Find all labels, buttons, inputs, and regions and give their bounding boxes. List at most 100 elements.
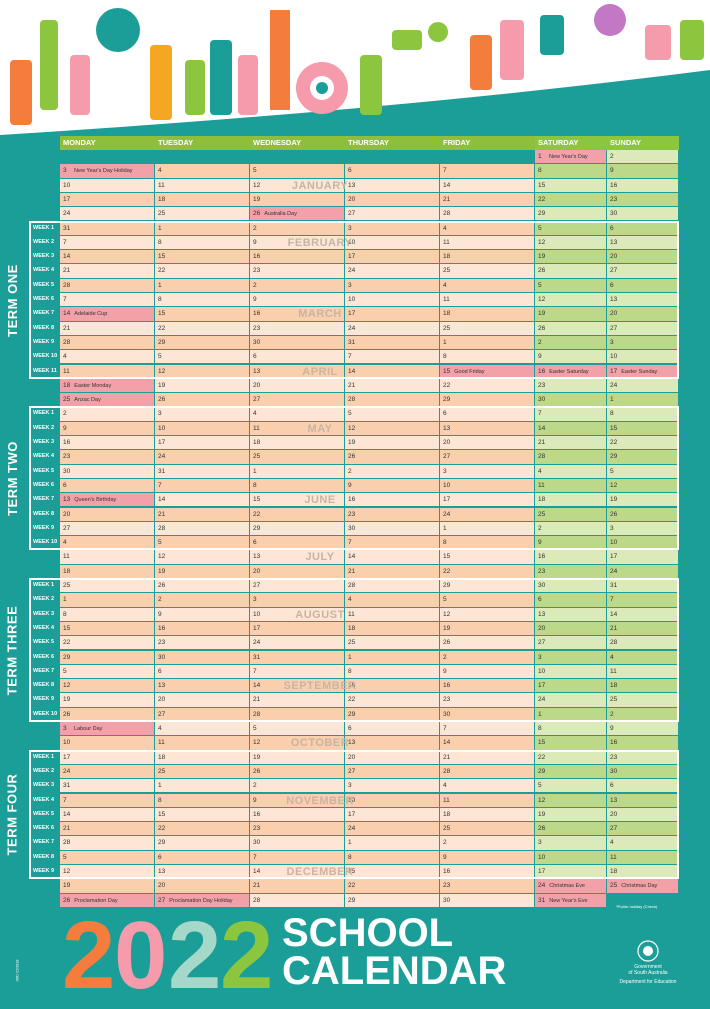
day-cell: 13 <box>607 793 678 807</box>
week-label: WEEK 11 <box>31 364 59 378</box>
week-label: WEEK 7 <box>31 307 59 321</box>
day-number: 6 <box>63 481 67 489</box>
holiday-label: Labour Day <box>74 726 103 732</box>
day-number: 23 <box>253 267 261 275</box>
year-digit-1: 2 <box>62 902 115 1009</box>
day-cell: 25 <box>60 579 154 593</box>
day-number: 22 <box>158 825 166 833</box>
day-cell: 24 <box>345 822 439 836</box>
day-number: 30 <box>443 710 451 718</box>
day-number: 17 <box>348 310 356 318</box>
day-number: 25 <box>610 696 618 704</box>
day-number: 1 <box>348 653 352 661</box>
day-number: 24 <box>253 639 261 647</box>
day-number: 12 <box>63 868 71 875</box>
day-number: 27 <box>253 396 261 404</box>
day-cell: 25 <box>345 636 439 650</box>
calendar-row: 5 6 7 8 9 10 11 <box>60 664 679 679</box>
day-cell: 15 <box>345 679 439 693</box>
day-number: 20 <box>610 810 618 818</box>
day-cell: 22 <box>535 192 606 207</box>
day-cell: 26 <box>345 450 439 464</box>
print-code: IMC-220018 <box>14 959 20 982</box>
day-number: 9 <box>610 167 614 175</box>
day-number: 11 <box>443 296 450 303</box>
day-number: 24 <box>348 267 356 275</box>
day-number: 12 <box>443 610 451 618</box>
day-number: 24 <box>610 567 618 575</box>
calendar-row: 4 5 6 7 8 9 10 <box>60 536 679 550</box>
day-cell: 7 <box>345 536 439 550</box>
day-number: 8 <box>158 296 162 303</box>
day-cell: 23 <box>607 750 678 764</box>
day-number: 21 <box>253 696 261 704</box>
day-number: 25 <box>253 453 261 461</box>
day-cell: 3 <box>155 407 249 421</box>
day-number: 2 <box>253 782 257 790</box>
day-cell: 30 <box>440 893 534 907</box>
calendar-row: 7 8 9 10 11 12 13 <box>60 293 679 307</box>
day-number: 15 <box>158 310 166 318</box>
day-number: 14 <box>348 367 356 375</box>
day-cell: 30 <box>250 836 344 850</box>
day-number: 19 <box>443 624 451 632</box>
day-cell: 20 <box>607 807 678 822</box>
day-cell: 5 <box>250 722 344 736</box>
day-cell: 7 <box>440 164 534 178</box>
day-number: 18 <box>63 567 71 575</box>
day-cell: 13 <box>440 421 534 435</box>
day-cell: 8 <box>345 664 439 679</box>
day-cell: 24 <box>607 564 678 578</box>
day-number: 18 <box>538 496 546 504</box>
day-cell: 1 <box>250 464 344 478</box>
day-number: 12 <box>63 682 71 690</box>
day-number: 4 <box>348 596 352 604</box>
day-cell: 3 Labour Day <box>60 722 154 736</box>
day-number: 18 <box>610 868 618 875</box>
day-cell: 27 <box>535 636 606 650</box>
calendar-row: 26 27 28 29 30 1 2 <box>60 707 679 722</box>
day-number: 17 <box>610 553 618 561</box>
day-number: 3 <box>610 338 614 346</box>
day-number: 25 <box>443 825 451 833</box>
day-number: 24 <box>63 210 71 218</box>
raised-hands-illustration <box>10 4 704 125</box>
week-label: WEEK 8 <box>31 850 59 864</box>
day-cell: 25 <box>535 507 606 521</box>
day-cell: 2 <box>607 707 678 721</box>
day-cell: 19 <box>345 436 439 450</box>
holiday-label: Queen's Birthday <box>74 497 117 504</box>
week-label: WEEK 2 <box>31 593 59 607</box>
week-label: WEEK 4 <box>31 264 59 278</box>
day-header-monday: MONDAY <box>60 136 155 150</box>
day-cell: 19 <box>535 250 606 264</box>
day-cell: 23 <box>535 378 606 393</box>
day-cell: 25 <box>250 450 344 464</box>
calendar-row: 5 6 7 8 9 10 11 <box>60 850 679 865</box>
day-number: 15 <box>348 682 356 690</box>
day-cell: 28 <box>60 836 154 850</box>
day-number: 5 <box>253 167 257 175</box>
day-number: 5 <box>610 467 614 475</box>
day-number: 21 <box>63 825 71 833</box>
day-number: 27 <box>348 210 356 218</box>
day-number: 17 <box>63 195 71 203</box>
calendar-row: 19 20 21 22 23 24 25 <box>60 693 679 707</box>
day-number: 10 <box>610 539 618 547</box>
day-number: 4 <box>443 281 447 289</box>
day-cell: 3 <box>345 221 439 235</box>
day-number: 8 <box>158 238 162 246</box>
day-cell: 29 <box>155 335 249 350</box>
day-number: 27 <box>610 267 618 275</box>
day-number: 27 <box>348 767 356 775</box>
gov-line-3: Department for Education <box>619 979 677 985</box>
day-number: 13 <box>348 739 356 747</box>
day-cell: 10 <box>60 736 154 750</box>
day-number: 11 <box>348 610 355 618</box>
holiday-label: Proclamation Day Holiday <box>169 897 233 904</box>
day-cell: 21 <box>60 264 154 278</box>
day-cell: 6 <box>250 350 344 364</box>
day-number: 18 <box>443 810 451 818</box>
day-number: 26 <box>348 453 356 461</box>
month-label: DECEMBER <box>286 866 354 878</box>
